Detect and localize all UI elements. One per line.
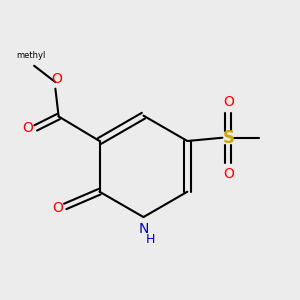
Text: O: O <box>52 72 62 86</box>
Text: S: S <box>222 129 234 147</box>
Text: O: O <box>223 167 234 181</box>
Text: O: O <box>223 94 234 109</box>
Text: N: N <box>138 222 148 236</box>
Text: O: O <box>52 201 63 215</box>
Text: methyl: methyl <box>16 51 46 60</box>
Text: H: H <box>146 233 155 246</box>
Text: O: O <box>22 121 33 135</box>
